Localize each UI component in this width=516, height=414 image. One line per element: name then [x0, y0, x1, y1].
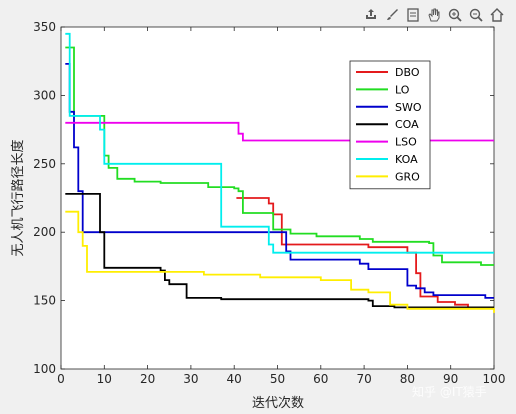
y-tick-label: 300: [33, 88, 56, 102]
home-icon[interactable]: [488, 6, 506, 24]
y-tick-label: 100: [33, 362, 56, 376]
series-line-koa: [65, 32, 494, 254]
x-tick-label: 20: [140, 372, 155, 386]
series-line-lso: [65, 121, 494, 142]
y-tick-label: 250: [33, 157, 56, 171]
legend-label-koa: KOA: [395, 153, 418, 166]
figure-toolbar: [362, 4, 506, 26]
series-line-lo: [65, 46, 494, 266]
legend-label-coa: COA: [395, 118, 419, 131]
brush-icon[interactable]: [383, 6, 401, 24]
y-tick-label: 150: [33, 294, 56, 308]
pan-icon[interactable]: [425, 6, 443, 24]
x-tick-label: 0: [57, 372, 65, 386]
legend-label-swo: SWO: [395, 101, 422, 114]
export-icon[interactable]: [362, 6, 380, 24]
x-tick-label: 10: [97, 372, 112, 386]
y-tick-label: 200: [33, 225, 56, 239]
zoom-in-icon[interactable]: [446, 6, 464, 24]
x-axis-label: 迭代次数: [252, 395, 304, 411]
series-line-gro: [65, 210, 495, 313]
x-tick-label: 50: [270, 372, 285, 386]
x-tick-label: 60: [313, 372, 328, 386]
datatip-icon[interactable]: [404, 6, 422, 24]
legend-label-gro: GRO: [395, 170, 420, 183]
x-tick-label: 40: [227, 372, 242, 386]
x-tick-label: 100: [483, 372, 506, 386]
series-line-swo: [65, 63, 494, 299]
legend-label-lo: LO: [395, 83, 410, 96]
x-tick-label: 90: [443, 372, 458, 386]
legend-label-dbo: DBO: [395, 66, 420, 79]
x-tick-label: 70: [356, 372, 371, 386]
zoom-out-icon[interactable]: [467, 6, 485, 24]
y-tick-label: 350: [33, 20, 56, 34]
x-tick-label: 30: [183, 372, 198, 386]
x-tick-label: 80: [400, 372, 415, 386]
series-line-coa: [65, 193, 494, 309]
watermark-text: 知乎 @IT猿手: [412, 385, 487, 399]
y-axis-label: 无人机飞行路径长度: [10, 139, 26, 256]
legend-label-lso: LSO: [395, 136, 417, 149]
